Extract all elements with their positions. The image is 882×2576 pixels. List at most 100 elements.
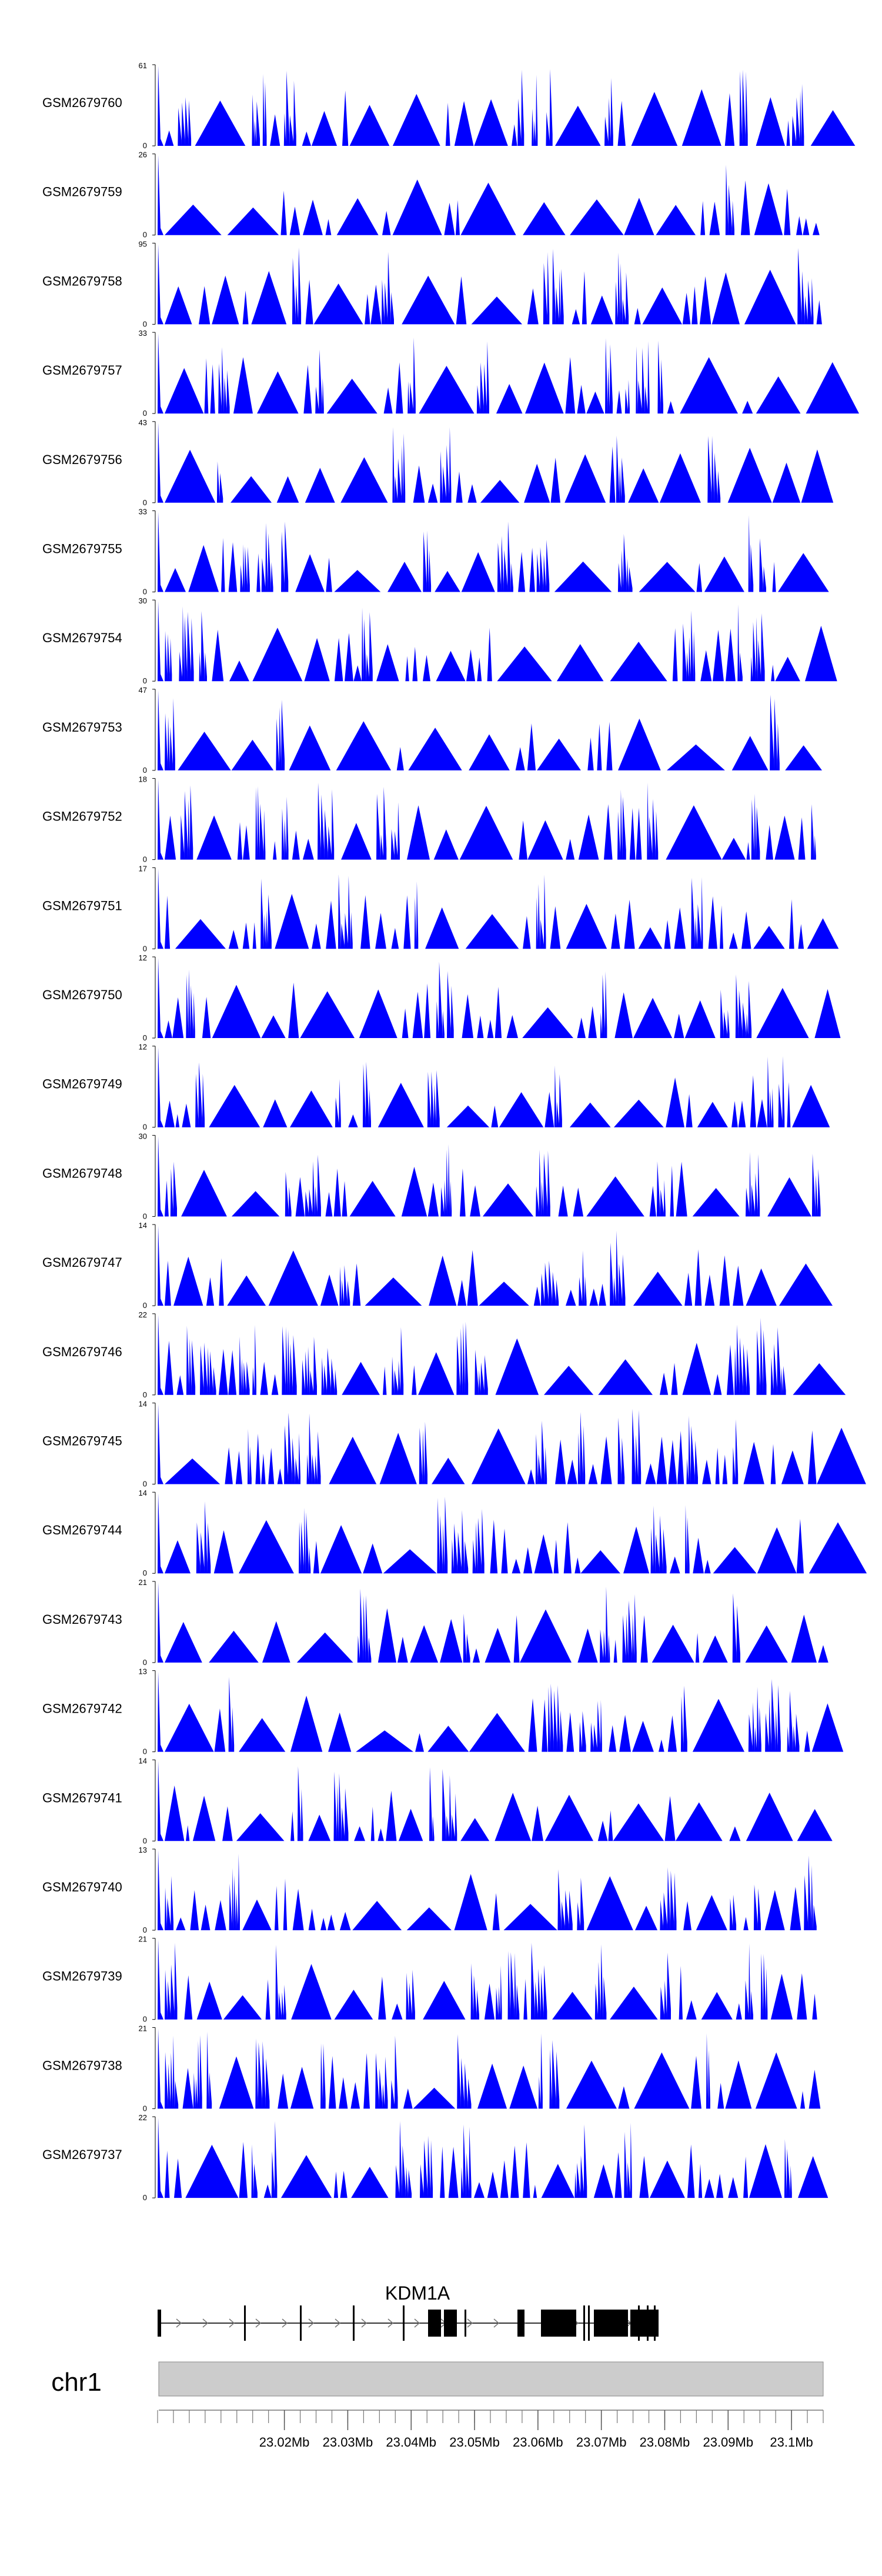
track-GSM2679739: GSM2679739 21 0: [42, 1935, 823, 2024]
coverage-area: [158, 1671, 844, 1752]
y-min-label: 0: [143, 1747, 147, 1756]
y-min-label: 0: [143, 1123, 147, 1132]
y-min-label: 0: [143, 1301, 147, 1310]
y-max-label: 14: [139, 1400, 147, 1409]
track-GSM2679744: GSM2679744 14 0: [42, 1489, 867, 1577]
exon: [300, 2305, 302, 2341]
track-label: GSM2679746: [42, 1344, 122, 1359]
y-max-label: 17: [139, 864, 147, 873]
y-min-label: 0: [143, 1480, 147, 1489]
track-GSM2679750: GSM2679750 12 0: [42, 953, 841, 1042]
track-label: GSM2679756: [42, 452, 122, 467]
axis-tick-label: 23.03Mb: [323, 2435, 373, 2450]
track-GSM2679752: GSM2679752 18 0: [42, 775, 823, 864]
track-label: GSM2679737: [42, 2147, 122, 2162]
y-max-label: 30: [139, 1132, 147, 1140]
y-min-label: 0: [143, 141, 147, 150]
y-max-label: 95: [139, 239, 147, 248]
track-GSM2679747: GSM2679747 14 0: [42, 1221, 833, 1310]
coverage-area: [158, 1582, 828, 1663]
track-label: GSM2679749: [42, 1077, 122, 1092]
y-max-label: 21: [139, 1935, 147, 1944]
track-label: GSM2679755: [42, 542, 122, 556]
y-max-label: 33: [139, 329, 147, 338]
track-GSM2679751: GSM2679751 17 0: [42, 864, 839, 953]
axis-tick-label: 23.02Mb: [259, 2435, 310, 2450]
track-GSM2679758: GSM2679758 95 0: [42, 239, 823, 328]
coverage-area: [158, 869, 839, 949]
coverage-area: [158, 66, 856, 146]
track-label: GSM2679759: [42, 185, 122, 199]
chromosome-label: chr1: [51, 2368, 102, 2397]
exon: [244, 2305, 246, 2341]
track-GSM2679753: GSM2679753 47 0: [42, 686, 823, 775]
track-GSM2679740: GSM2679740 13 0: [42, 1846, 823, 1934]
axis-tick-label: 23.07Mb: [576, 2435, 627, 2450]
y-max-label: 13: [139, 1667, 147, 1676]
track-label: GSM2679758: [42, 273, 122, 288]
strand-arrow: [255, 2318, 262, 2328]
axis-tick-label: 23.08Mb: [640, 2435, 690, 2450]
coverage-area: [158, 779, 823, 860]
y-max-label: 18: [139, 775, 147, 784]
track-GSM2679760: GSM2679760 61 0: [42, 61, 856, 150]
strand-arrow: [282, 2318, 288, 2328]
coverage-area: [158, 1136, 823, 1217]
strand-arrow: [176, 2318, 182, 2328]
track-label: GSM2679745: [42, 1434, 122, 1449]
strand-arrow: [361, 2318, 368, 2328]
coverage-area: [158, 2028, 823, 2109]
gene-track: KDM1A: [158, 2283, 659, 2341]
y-min-label: 0: [143, 1836, 147, 1845]
y-min-label: 0: [143, 498, 147, 507]
coverage-area: [158, 1226, 833, 1306]
track-GSM2679745: GSM2679745 14 0: [42, 1400, 866, 1489]
y-max-label: 22: [139, 1310, 147, 1319]
axis-tick-label: 23.1Mb: [770, 2435, 813, 2450]
track-GSM2679759: GSM2679759 26 0: [42, 151, 823, 239]
exon: [594, 2310, 628, 2337]
track-GSM2679749: GSM2679749 12 0: [42, 1043, 830, 1132]
coverage-area: [158, 1404, 866, 1484]
exon: [444, 2310, 457, 2337]
coverage-area: [158, 244, 823, 325]
exon: [638, 2305, 640, 2341]
y-min-label: 0: [143, 676, 147, 685]
coverage-area: [158, 1939, 823, 2020]
track-GSM2679738: GSM2679738 21 0: [42, 2024, 823, 2113]
y-max-label: 12: [139, 1043, 147, 1052]
axis-tick-label: 23.04Mb: [386, 2435, 436, 2450]
coverage-area: [158, 155, 823, 235]
y-min-label: 0: [143, 231, 147, 239]
y-max-label: 21: [139, 2024, 147, 2033]
axis-tick-label: 23.06Mb: [513, 2435, 563, 2450]
y-max-label: 26: [139, 151, 147, 159]
track-label: GSM2679751: [42, 898, 122, 913]
track-label: GSM2679757: [42, 363, 122, 378]
exon: [517, 2310, 524, 2337]
y-min-label: 0: [143, 1926, 147, 1934]
y-min-label: 0: [143, 1390, 147, 1399]
track-label: GSM2679752: [42, 809, 122, 824]
track-label: GSM2679738: [42, 2058, 122, 2073]
track-GSM2679748: GSM2679748 30 0: [42, 1132, 823, 1220]
track-label: GSM2679744: [42, 1523, 122, 1537]
track-label: GSM2679750: [42, 987, 122, 1002]
strand-arrow: [229, 2318, 235, 2328]
exon: [465, 2310, 466, 2337]
exon: [647, 2305, 649, 2341]
y-min-label: 0: [143, 855, 147, 864]
y-max-label: 61: [139, 61, 147, 70]
exon: [428, 2310, 441, 2337]
coverage-area: [158, 1047, 830, 1127]
track-label: GSM2679739: [42, 1969, 122, 1984]
y-max-label: 43: [139, 418, 147, 427]
y-max-label: 14: [139, 1489, 147, 1497]
coverage-area: [158, 333, 859, 414]
coverage-area: [158, 690, 823, 770]
strand-arrow: [335, 2318, 341, 2328]
coverage-area: [158, 958, 841, 1038]
strand-arrow: [414, 2318, 420, 2328]
exon: [158, 2310, 161, 2337]
